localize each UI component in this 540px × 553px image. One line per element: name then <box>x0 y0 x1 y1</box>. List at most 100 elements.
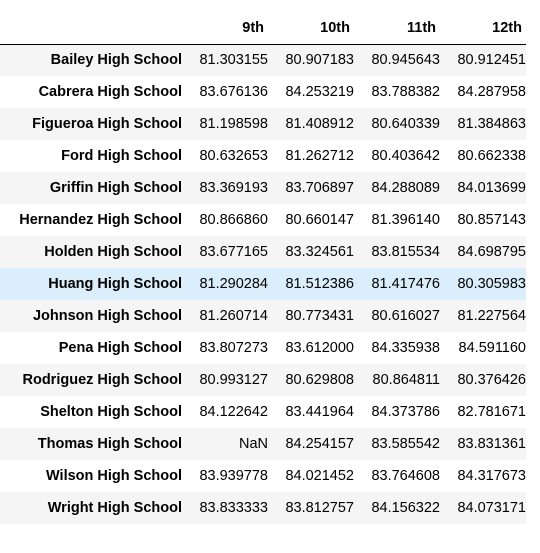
table-row: Griffin High School 83.369193 83.706897 84.… <box>0 172 526 204</box>
table-row: Holden High School 83.677165 83.324561 83.8… <box>0 236 526 268</box>
table-cell: 84.591160 <box>458 340 526 356</box>
table-cell: 81.260714 <box>199 308 268 324</box>
table-cell: 80.662338 <box>457 148 526 164</box>
row-index-label: Wilson High School <box>45 468 182 484</box>
table-cell: 80.864811 <box>372 372 440 388</box>
table-cell: 84.253219 <box>285 84 354 100</box>
column-header: 9th <box>182 12 268 45</box>
row-index-label: Bailey High School <box>50 52 182 69</box>
table-cell: 80.912451 <box>457 52 526 69</box>
table-cell: 84.335938 <box>371 340 440 356</box>
table-row: Figueroa High School 81.198598 81.408912 80… <box>0 108 526 140</box>
table-cell: 84.317673 <box>457 468 526 484</box>
table-row: Thomas High School NaN 84.254157 83.585542 8… <box>0 428 526 460</box>
table-row: Ford High School 80.632653 81.262712 80.403… <box>0 140 526 172</box>
table-cell: 83.706897 <box>285 180 354 196</box>
table-cell: 83.788382 <box>371 84 440 100</box>
table-cell: 80.993127 <box>199 372 268 388</box>
table-cell: 83.612000 <box>285 340 354 356</box>
table-cell: 83.585542 <box>371 436 440 452</box>
column-header: 10th <box>268 12 354 45</box>
table-cell: 80.945643 <box>371 52 440 69</box>
table-cell: 81.512386 <box>285 276 354 292</box>
table-cell: 81.384863 <box>457 116 526 132</box>
table-cell: 84.122642 <box>199 404 268 420</box>
table-cell: 83.831361 <box>457 436 526 452</box>
row-index-label: Huang High School <box>48 276 182 292</box>
row-index-label: Figueroa High School <box>32 116 182 132</box>
table-cell: 81.198598 <box>199 116 268 132</box>
table-cell: 80.857143 <box>457 212 526 228</box>
index-header <box>0 12 182 45</box>
table-body: Bailey High School 81.303155 80.907183 80.9… <box>0 44 526 524</box>
row-index-label: Cabrera High School <box>38 84 182 100</box>
table-cell: 83.764608 <box>371 468 440 484</box>
row-index-label: Holden High School <box>44 244 182 260</box>
table-cell: 83.939778 <box>199 468 268 484</box>
table-cell: 83.677165 <box>199 244 268 260</box>
table-cell: 84.254157 <box>285 436 354 452</box>
table-cell: 80.403642 <box>371 148 440 164</box>
table-row: Bailey High School 81.303155 80.907183 80.9… <box>0 44 526 76</box>
table-cell: 82.781671 <box>457 404 526 420</box>
table-cell: 80.773431 <box>285 308 354 324</box>
table-cell: 84.698795 <box>457 244 526 260</box>
table-cell: 83.815534 <box>371 244 440 260</box>
table-cell: 81.303155 <box>199 52 268 69</box>
row-index-label: Johnson High School <box>32 308 182 324</box>
table-cell: 84.156322 <box>371 500 440 516</box>
table-cell: 81.408912 <box>285 116 354 132</box>
table-cell: 84.288089 <box>371 180 440 196</box>
grade-scores-table: 9th 10th 11th 12th Bailey High School 81.… <box>0 12 526 524</box>
table-row: Rodriguez High School 80.993127 80.629808 8… <box>0 364 526 396</box>
table-cell: 80.629808 <box>285 372 354 388</box>
table-row: Pena High School 83.807273 83.612000 84.335… <box>0 332 526 364</box>
column-header: 12th <box>440 12 526 45</box>
table-cell: 83.833333 <box>199 500 268 516</box>
table-row: Hernandez High School 80.866860 80.660147 8… <box>0 204 526 236</box>
table-row: Wright High School 83.833333 83.812757 84.1… <box>0 492 526 524</box>
table-cell: 80.866860 <box>199 212 268 228</box>
table-cell: 81.227564 <box>457 308 526 324</box>
header-row: 9th 10th 11th 12th <box>0 12 526 45</box>
row-index-label: Shelton High School <box>40 404 182 420</box>
table-cell: 83.324561 <box>285 244 354 260</box>
table-cell: 84.287958 <box>457 84 526 100</box>
table-cell: 83.369193 <box>199 180 268 196</box>
table-cell: 84.373786 <box>371 404 440 420</box>
column-header: 11th <box>354 12 440 45</box>
table-cell: NaN <box>238 436 268 452</box>
table-row: Cabrera High School 83.676136 84.253219 83.… <box>0 76 526 108</box>
table-cell: 84.021452 <box>285 468 354 484</box>
table-row: Johnson High School 81.260714 80.773431 80.… <box>0 300 526 332</box>
table-cell: 80.907183 <box>285 52 354 69</box>
table-cell: 80.305983 <box>457 276 526 292</box>
table-header: 9th 10th 11th 12th <box>0 12 526 45</box>
table-cell: 80.660147 <box>285 212 354 228</box>
table-cell: 81.396140 <box>371 212 440 228</box>
table-cell: 83.812757 <box>285 500 354 516</box>
table-cell: 81.417476 <box>371 276 440 292</box>
table-cell: 80.376426 <box>457 372 526 388</box>
table-row: Huang High School 81.290284 81.512386 81.41… <box>0 268 526 300</box>
table-row: Wilson High School 83.939778 84.021452 83.7… <box>0 460 526 492</box>
table-cell: 84.073171 <box>457 500 526 516</box>
row-index-label: Pena High School <box>58 340 182 356</box>
table-cell: 83.807273 <box>199 340 268 356</box>
table-cell: 83.441964 <box>285 404 354 420</box>
table-cell: 83.676136 <box>199 84 268 100</box>
row-index-label: Wright High School <box>47 500 182 516</box>
table-cell: 81.290284 <box>199 276 268 292</box>
row-index-label: Hernandez High School <box>19 212 182 228</box>
table-cell: 80.640339 <box>371 116 440 132</box>
row-index-label: Griffin High School <box>49 180 182 196</box>
row-index-label: Thomas High School <box>37 436 182 452</box>
row-index-label: Ford High School <box>61 148 182 164</box>
table-cell: 80.616027 <box>371 308 440 324</box>
table-cell: 80.632653 <box>199 148 268 164</box>
table-row: Shelton High School 84.122642 83.441964 84.… <box>0 396 526 428</box>
row-index-label: Rodriguez High School <box>22 372 183 388</box>
table-cell: 81.262712 <box>285 148 354 164</box>
table-cell: 84.013699 <box>457 180 526 196</box>
